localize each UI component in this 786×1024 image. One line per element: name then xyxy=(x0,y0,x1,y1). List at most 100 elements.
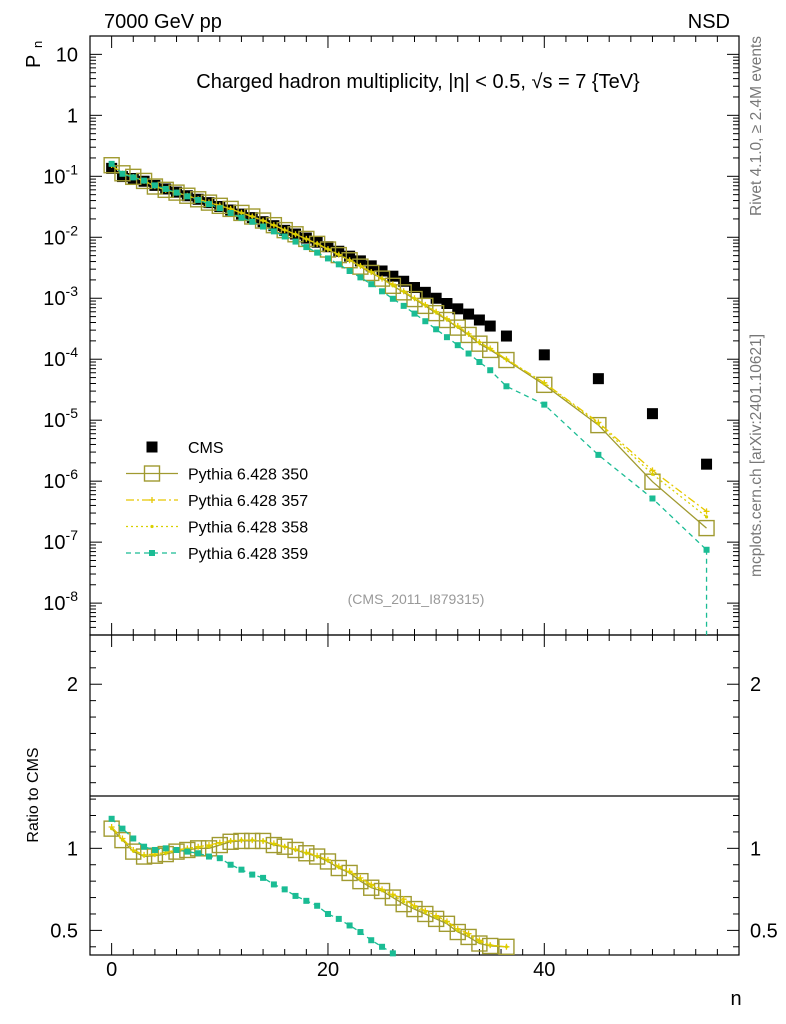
ratio-point xyxy=(195,850,202,857)
data-point xyxy=(354,255,366,267)
data-point xyxy=(239,211,244,215)
data-point xyxy=(536,376,553,394)
data-point xyxy=(135,172,153,190)
ratio-point xyxy=(281,886,288,893)
ratio-point xyxy=(337,865,341,869)
data-point xyxy=(270,228,277,235)
ratio-point xyxy=(142,854,146,858)
ratio-point xyxy=(423,910,427,914)
y-tick-exponent: -7 xyxy=(66,527,79,543)
data-point xyxy=(484,320,496,332)
data-point xyxy=(358,264,363,268)
data-point xyxy=(395,284,412,301)
ratio-point xyxy=(125,843,142,860)
ratio-point xyxy=(504,945,509,949)
data-point xyxy=(184,193,191,200)
legend-label: Pythia 6.428 357 xyxy=(188,493,308,510)
legend-label: Pythia 6.428 358 xyxy=(188,520,308,537)
ratio-point xyxy=(239,838,244,842)
data-point xyxy=(380,277,384,281)
data-point xyxy=(698,519,715,537)
ratio-point xyxy=(438,915,456,933)
y-tick-base: 10 xyxy=(43,471,65,493)
ratio-tick-label: 2 xyxy=(67,674,78,696)
ratio-point xyxy=(250,838,254,842)
data-point xyxy=(391,284,395,288)
data-point xyxy=(538,349,550,361)
data-point xyxy=(157,181,174,199)
data-point xyxy=(151,182,158,189)
y-tick-base: 10 xyxy=(43,593,65,615)
ratio-point xyxy=(261,839,265,843)
ratio-point xyxy=(304,851,308,855)
ratio-point xyxy=(380,888,384,892)
data-point xyxy=(106,162,118,174)
ratio-point xyxy=(352,872,369,890)
data-point xyxy=(250,214,254,219)
data-point xyxy=(348,258,352,262)
data-point xyxy=(409,282,420,294)
data-point xyxy=(346,267,353,274)
y-tick-base: 10 xyxy=(43,532,65,554)
ratio-point xyxy=(456,928,460,932)
ratio-axes: 0.5 0.5 1 1 2 2 xyxy=(50,650,778,948)
ratio-point xyxy=(324,910,331,917)
legend-item: Pythia 6.428 359 xyxy=(126,546,308,563)
y-tick-base: 10 xyxy=(43,166,65,188)
ratio-point xyxy=(412,905,417,910)
legend: CMS Pythia 6.428 350 Pythia 6.428 357 Pythi… xyxy=(126,440,308,563)
ratio-series-layer xyxy=(103,815,515,957)
data-point xyxy=(341,252,358,269)
data-point xyxy=(595,451,602,458)
ratio-point xyxy=(162,845,169,852)
y-tick-exponent: -8 xyxy=(66,588,79,604)
data-point xyxy=(189,191,207,208)
data-point xyxy=(649,467,656,474)
data-point xyxy=(173,189,180,196)
data-point xyxy=(369,270,373,274)
ratio-point xyxy=(130,835,137,842)
ratio-axis-label: Ratio to CMS xyxy=(25,747,42,842)
data-point xyxy=(146,178,164,195)
ratio-point xyxy=(184,848,191,855)
data-point xyxy=(430,292,442,304)
ratio-tick-label: 0.5 xyxy=(50,920,78,942)
data-point xyxy=(314,249,321,256)
data-point xyxy=(422,318,429,325)
data-point xyxy=(460,326,477,344)
legend-marker xyxy=(150,524,154,529)
ratio-point xyxy=(315,854,319,859)
data-point xyxy=(592,373,604,385)
ratio-series-1 xyxy=(103,820,515,955)
ratio-point xyxy=(272,842,276,846)
ratio-point xyxy=(308,848,326,865)
ratio-point xyxy=(330,859,347,877)
series-0 xyxy=(106,162,713,470)
data-point xyxy=(195,196,202,203)
data-point xyxy=(471,335,488,352)
series-2 xyxy=(108,162,710,515)
legend-label: Pythia 6.428 350 xyxy=(188,467,308,484)
data-point xyxy=(238,214,245,221)
x-tick-label: 20 xyxy=(317,959,339,981)
y-tick-label: 10-5 xyxy=(43,405,78,432)
series-line xyxy=(111,164,707,518)
series-line xyxy=(111,164,707,512)
data-point xyxy=(227,210,234,217)
chart-title: Charged hadron multiplicity, |η| < 0.5, … xyxy=(196,71,640,93)
ratio-point xyxy=(164,851,168,855)
ratio-point xyxy=(319,853,337,870)
ratio-point xyxy=(369,884,373,888)
ratio-tick-label-right: 1 xyxy=(750,838,761,860)
data-point xyxy=(463,308,475,320)
legend-item: Pythia 6.428 350 xyxy=(126,465,308,484)
data-point xyxy=(476,359,483,366)
ratio-point xyxy=(207,845,211,849)
data-point xyxy=(541,401,548,408)
ratio-point xyxy=(218,841,222,846)
data-point xyxy=(249,218,256,225)
y-tick-label: 10 xyxy=(56,44,78,66)
ratio-point xyxy=(445,920,449,924)
data-point xyxy=(704,515,709,519)
ratio-point xyxy=(373,882,391,900)
